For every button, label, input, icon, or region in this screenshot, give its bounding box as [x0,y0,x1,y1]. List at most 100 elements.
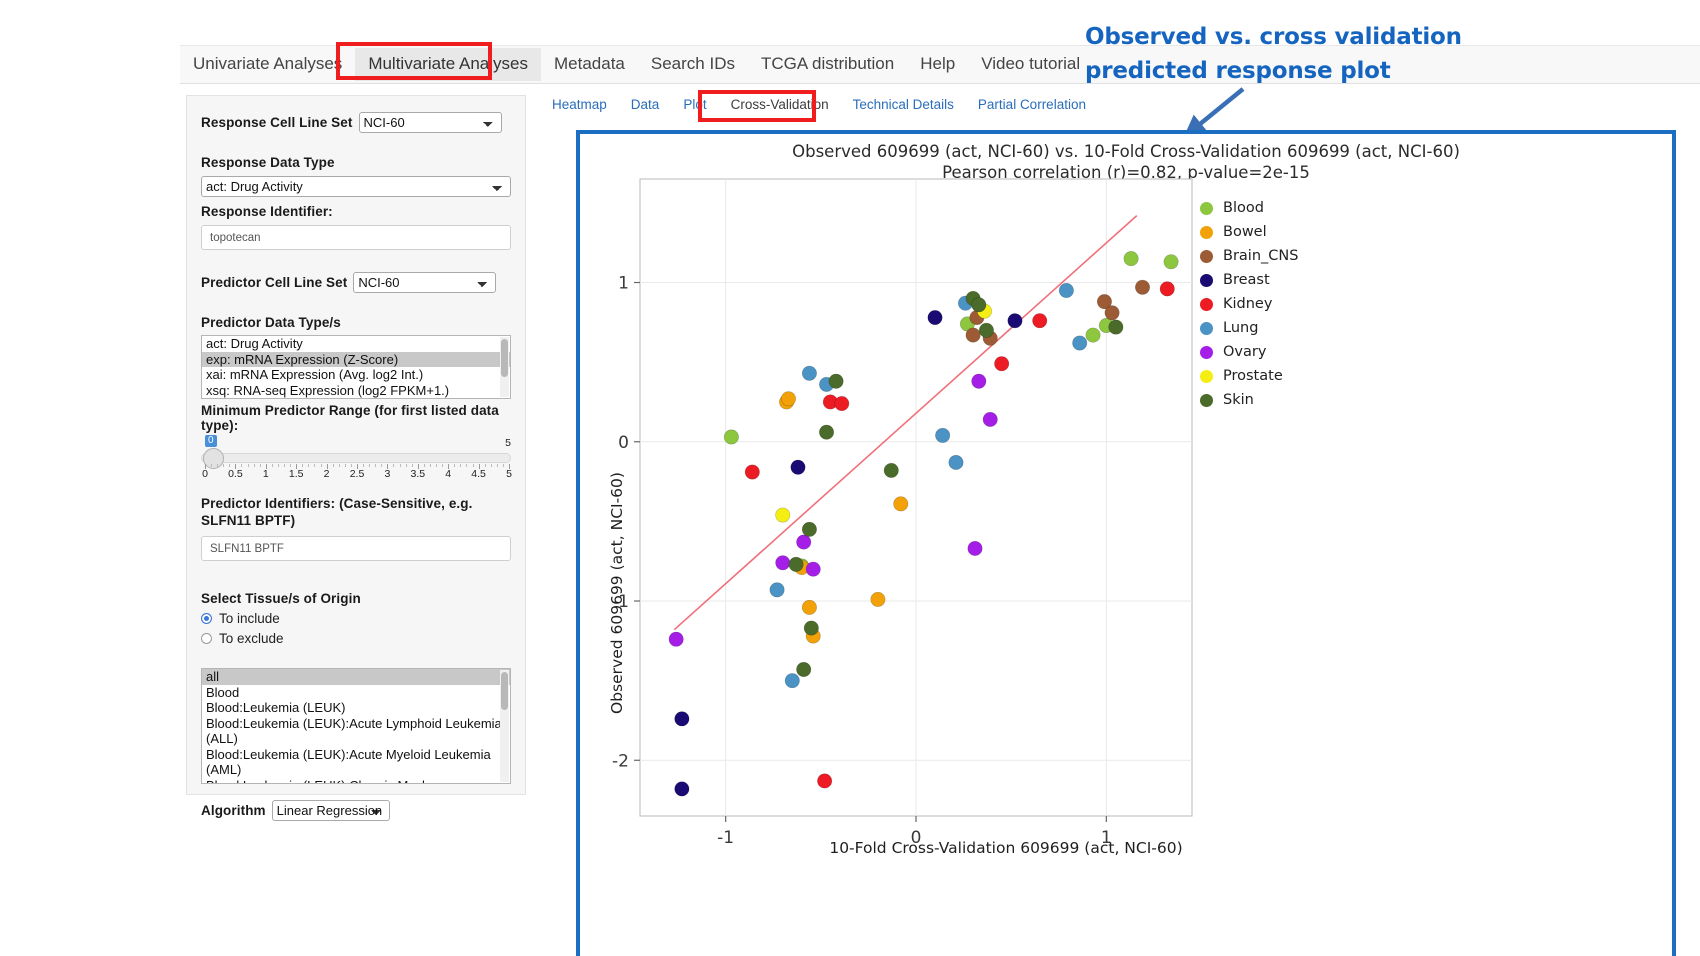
tissue-option[interactable]: all [202,669,510,685]
nav-item-multivariate-analyses[interactable]: Multivariate Analyses [355,48,541,81]
tissue-option[interactable]: Blood:Leukemia (LEUK):Acute Lymphoid Leu… [206,715,502,747]
tissue-radio-include[interactable]: To include [201,611,511,626]
scatter-point[interactable] [1159,281,1175,297]
legend-item[interactable]: Ovary [1200,340,1298,364]
scatter-point[interactable] [978,322,994,338]
scatter-point[interactable] [1072,335,1088,351]
scatter-point[interactable] [967,540,983,556]
legend-item[interactable]: Bowel [1200,220,1298,244]
nav-item-help[interactable]: Help [920,54,956,74]
plot-tab-heatmap[interactable]: Heatmap [552,97,607,112]
legend-item[interactable]: Breast [1200,268,1298,292]
tissue-listbox-scroll-thumb[interactable] [501,672,508,710]
scatter-point[interactable] [971,297,987,313]
scatter-point[interactable] [927,310,943,326]
tissue-option[interactable]: Blood:Leukemia (LEUK):Chronic Myelogenou… [202,778,510,784]
scatter-point[interactable] [1058,282,1074,298]
predictor-data-type-option[interactable]: act: Drug Activity [206,336,303,351]
scatter-point[interactable] [1108,319,1124,335]
scatter-point[interactable] [994,356,1010,372]
listbox-scroll-thumb[interactable] [501,339,508,377]
scatter-point[interactable] [817,773,833,789]
legend-item[interactable]: Kidney [1200,292,1298,316]
scatter-point[interactable] [828,373,844,389]
nav-item-search-ids[interactable]: Search IDs [650,54,735,74]
response-cell-line-set-select[interactable]: NCI-60 [358,112,502,133]
scatter-point[interactable] [883,462,899,478]
predictor-data-type-option[interactable]: exp: mRNA Expression (Z-Score) [202,351,510,367]
slider-knob[interactable] [203,448,224,469]
legend-item[interactable]: Skin [1200,388,1298,412]
nav-item-metadata[interactable]: Metadata [554,54,625,74]
scatter-point[interactable] [965,327,981,343]
tissue-listbox-scrollbar[interactable] [500,670,509,782]
scatter-point[interactable] [948,454,964,470]
scatter-point[interactable] [834,396,850,412]
predictor-data-type-option[interactable]: xsq: RNA-seq Expression (log2 FPKM+1.) [206,382,450,398]
plot-tab-partial-correlation[interactable]: Partial Correlation [977,97,1086,112]
response-identifier-input[interactable] [201,225,511,250]
scatter-point[interactable] [971,373,987,389]
scatter-point[interactable] [790,459,806,475]
plot-tab-data[interactable]: Data [630,97,660,112]
scatter-point[interactable] [801,599,817,615]
scatter-point[interactable] [796,661,812,677]
scatter-point[interactable] [801,365,817,381]
predictor-data-types-listbox[interactable]: act: Drug Activity exp: mRNA Expression (… [201,335,511,399]
scatter-point[interactable] [935,427,951,443]
scatter-point[interactable] [801,521,817,537]
legend-item[interactable]: Brain_CNS [1200,244,1298,268]
scatter-point[interactable] [1135,279,1151,295]
scatter-point[interactable] [796,534,812,550]
tissue-option[interactable]: Blood [206,684,240,700]
scatter-point[interactable] [1032,313,1048,329]
scatter-point[interactable] [784,673,800,689]
scatter-point[interactable] [723,429,739,445]
scatter-point[interactable] [1123,251,1139,267]
slider-track[interactable] [201,453,511,463]
scatter-point[interactable] [982,411,998,427]
predictor-identifiers-input[interactable] [201,536,511,561]
plot-tab-cross-validation[interactable]: Cross-Validation [730,97,829,112]
scatter-point[interactable] [674,781,690,797]
scatter-point[interactable] [803,620,819,636]
algorithm-select[interactable]: Linear Regression [271,800,390,821]
tissue-listbox[interactable]: all Blood Blood:Leukemia (LEUK) Blood:Leuke… [201,668,511,784]
scatter-point[interactable] [1104,305,1120,321]
nav-item-univariate-analyses[interactable]: Univariate Analyses [193,54,343,74]
nav-item-tcga-distribution[interactable]: TCGA distribution [760,54,895,74]
tissue-option[interactable]: Blood:Leukemia (LEUK) [206,700,346,715]
legend-item[interactable]: Lung [1200,316,1298,340]
scatter-point[interactable] [780,391,796,407]
response-data-type-select[interactable]: act: Drug Activity [201,176,511,197]
nav-item-video-tutorial[interactable]: Video tutorial [981,54,1081,74]
legend-item[interactable]: Prostate [1200,364,1298,388]
scatter-point[interactable] [870,591,886,607]
legend-item[interactable]: Blood [1200,196,1298,220]
scatter-point[interactable] [769,582,785,598]
predictor-data-type-option[interactable]: xai: mRNA Expression (Avg. log2 Int.) [206,367,424,382]
scatter-point[interactable] [1085,327,1101,343]
scatter-point[interactable] [775,555,791,571]
min-predictor-range-slider[interactable]: 5 0 0 0.5 1 1.5 2 2.5 3 3.5 4 4.5 5 [201,435,512,481]
tissue-radio-exclude[interactable]: To exclude [201,631,511,646]
listbox-scrollbar[interactable] [500,337,509,397]
scatter-point[interactable] [744,464,760,480]
plot-tab-plot[interactable]: Plot [683,97,707,112]
scatter-point[interactable] [893,496,909,512]
radio-include-icon[interactable] [201,613,212,624]
scatter-point[interactable] [775,507,791,523]
scatter-point[interactable] [674,711,690,727]
scatter-point[interactable] [1096,294,1112,310]
scatter-point[interactable] [1007,313,1023,329]
predictor-cell-line-set-select[interactable]: NCI-60 [353,272,497,293]
legend-label: Ovary [1223,344,1267,360]
scatter-point[interactable] [1163,254,1179,270]
scatter-point[interactable] [819,424,835,440]
scatter-point[interactable] [668,631,684,647]
tissue-option[interactable]: Blood:Leukemia (LEUK):Acute Myeloid Leuk… [206,746,491,778]
radio-exclude-icon[interactable] [201,633,212,644]
scatter-point[interactable] [805,561,821,577]
plot-tab-technical-details[interactable]: Technical Details [852,97,954,112]
scatter-point[interactable] [788,556,804,572]
